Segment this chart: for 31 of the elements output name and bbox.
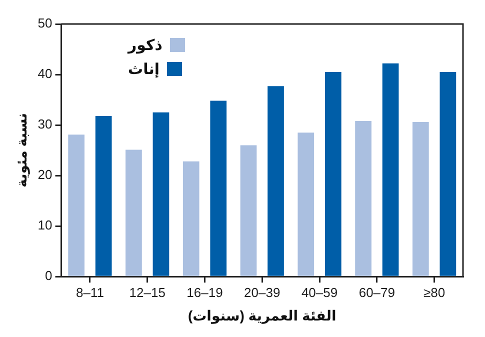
bar: [268, 86, 284, 276]
bar: [355, 121, 372, 276]
x-tick-label: 60–79: [358, 284, 395, 300]
y-tick-label: 30: [38, 116, 52, 132]
x-tick-label: 20–39: [244, 284, 280, 300]
bar: [126, 150, 142, 276]
y-tick-label: 40: [38, 66, 52, 82]
bar: [324, 72, 342, 276]
y-axis-title: نسبة مئوية: [13, 113, 30, 188]
x-tick-label: 16–19: [186, 284, 223, 300]
y-tick-label: 20: [38, 167, 52, 182]
bar: [412, 122, 429, 276]
bar: [68, 134, 85, 276]
legend-label: إناث: [128, 60, 160, 78]
bar: [240, 145, 257, 276]
y-tick-label: 50: [38, 16, 52, 31]
x-tick-label: ≥80: [424, 284, 446, 300]
bar: [95, 116, 112, 276]
x-axis-title: الفئة العمرية (سنوات): [188, 307, 336, 324]
bar: [152, 112, 170, 276]
x-tick-label: 8–11: [76, 284, 104, 300]
y-tick-label: 0: [45, 268, 52, 284]
x-tick-label: 40–59: [301, 284, 338, 300]
bar: [298, 132, 314, 276]
x-tick-label: 12–15: [129, 284, 166, 300]
y-tick-label: 10: [38, 218, 52, 233]
legend-label: ذكور: [128, 36, 162, 54]
bar: [440, 72, 456, 276]
bar: [382, 63, 399, 276]
bar: [210, 100, 227, 276]
bar: [182, 161, 200, 276]
